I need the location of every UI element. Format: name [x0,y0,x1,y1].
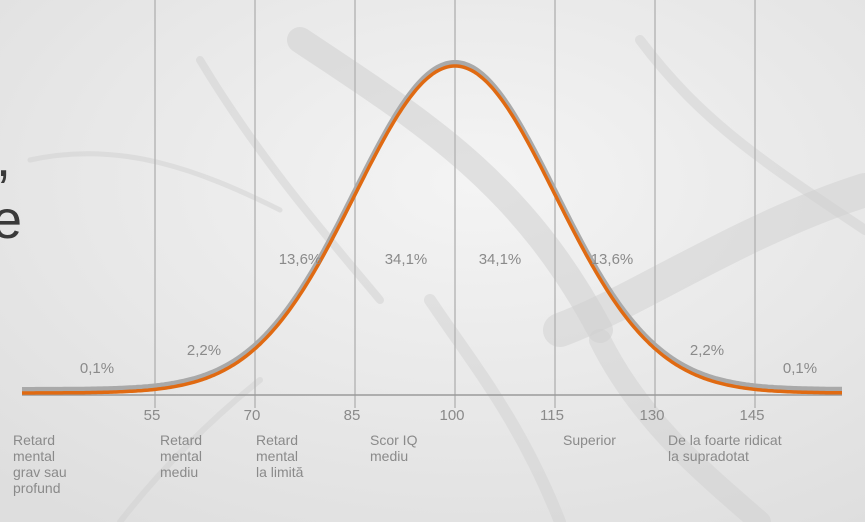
percent-label-6: 2,2% [690,342,724,359]
percent-label-0: 0,1% [80,360,114,377]
x-tick-label-55: 55 [144,407,161,424]
percent-label-3: 34,1% [385,251,428,268]
x-tick-labels: 55 70 85 100 115 130 145 [144,407,765,424]
category-label-1: Retard mental mediu [160,432,203,480]
percent-label-4: 34,1% [479,251,522,268]
category-label-0: Retard mental grav sau profund [13,432,67,496]
curve-shadow [22,60,842,393]
x-tick-label-85: 85 [344,407,361,424]
background-network-decoration [27,27,865,522]
side-text-1: e [0,190,23,250]
series-line-bell-curve [22,64,842,395]
x-tick-label-70: 70 [244,407,261,424]
percent-labels: 0,1% 2,2% 13,6% 34,1% 34,1% 13,6% 2,2% 0,1% [80,251,817,377]
percent-label-1: 2,2% [187,342,221,359]
category-label-3: Scor IQ mediu [370,432,418,464]
percent-label-5: 13,6% [591,251,634,268]
x-tick-label-115: 115 [540,407,564,424]
side-text-0: , [0,128,11,188]
grid-lines [154,0,756,408]
category-label-5: Superior [563,432,616,448]
x-tick-label-145: 145 [739,407,764,424]
category-label-2: Retard mental la limită [256,432,304,480]
x-tick-label-100: 100 [439,407,464,424]
x-tick-label-130: 130 [639,407,664,424]
percent-label-7: 0,1% [783,360,817,377]
percent-label-2: 13,6% [279,251,322,268]
category-label-6: De la foarte ridicat la supradotat [668,432,782,464]
